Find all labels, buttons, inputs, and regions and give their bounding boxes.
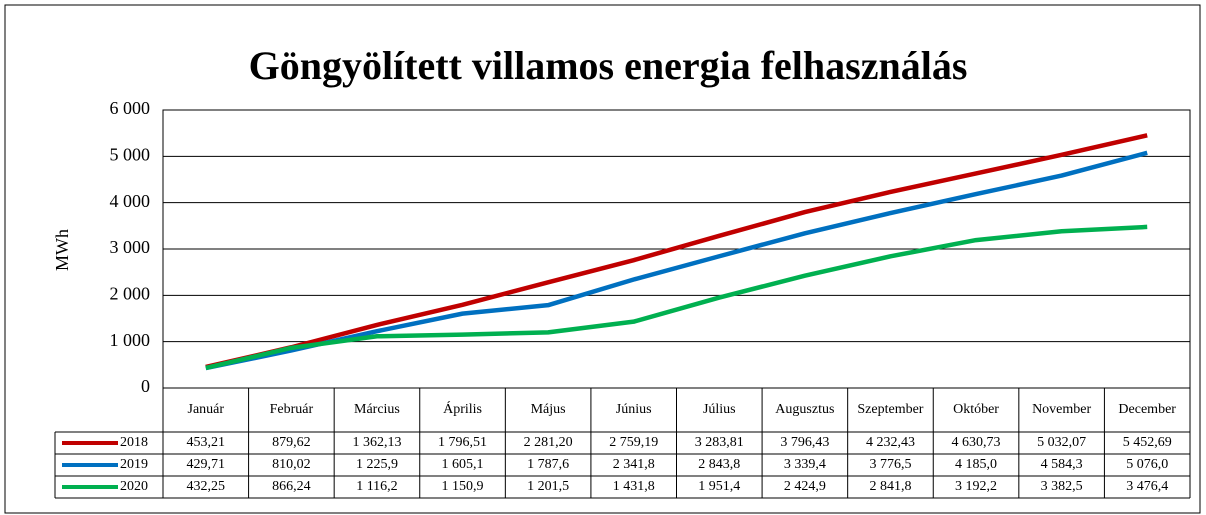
y-tick-label: 1 000: [110, 330, 151, 350]
y-tick-label: 6 000: [110, 98, 151, 118]
data-table-value: 3 192,2: [955, 479, 997, 494]
data-table-value: 1 150,9: [442, 479, 484, 494]
category-cell: Augusztus: [775, 402, 835, 417]
y-axis-label: MWh: [52, 229, 72, 271]
data-table-value: 1 787,6: [527, 457, 569, 472]
chart-title: Göngyölített villamos energia felhasznál…: [249, 43, 968, 88]
x-tick-label: Július: [702, 402, 736, 417]
y-tick-label: 2 000: [110, 283, 151, 303]
data-table-value: 5 032,07: [1037, 435, 1086, 450]
data-table-value: 4 584,3: [1041, 457, 1083, 472]
data-table-value: 3 776,5: [869, 457, 911, 472]
legend-label: 2019: [120, 457, 148, 472]
x-tick-label: Szeptember: [857, 402, 924, 417]
category-cell: Július: [702, 402, 736, 417]
y-tick-label: 0: [141, 376, 150, 396]
data-table-value: 3 796,43: [780, 435, 829, 450]
data-table-value: 1 951,4: [698, 479, 740, 494]
data-table-value: 1 225,9: [356, 457, 398, 472]
x-tick-label: Október: [953, 402, 999, 417]
x-tick-label: Augusztus: [775, 402, 835, 417]
series-line: [205, 133, 1148, 370]
legend-label: 2018: [120, 435, 148, 450]
data-table-value: 2 424,9: [784, 479, 826, 494]
data-table-value: 2 843,8: [698, 457, 740, 472]
data-table-value: 879,62: [272, 435, 311, 450]
category-cell: Április: [443, 402, 482, 417]
category-cell: December: [1118, 402, 1176, 417]
y-tick-label: 5 000: [110, 144, 151, 164]
category-cell: Október: [953, 402, 999, 417]
y-tick-label: 4 000: [110, 191, 151, 211]
x-tick-label: Május: [530, 402, 566, 417]
series-line: [205, 150, 1148, 371]
series-line: [205, 224, 1148, 371]
data-table-value: 2 281,20: [524, 435, 573, 450]
legend-label: 2020: [120, 479, 148, 494]
data-table-value: 5 076,0: [1126, 457, 1168, 472]
x-tick-label: Február: [269, 402, 314, 417]
x-tick-label: Április: [443, 402, 482, 417]
data-table-value: 5 452,69: [1123, 435, 1172, 450]
data-table-value: 3 382,5: [1041, 479, 1083, 494]
data-table-value: 432,25: [187, 479, 226, 494]
x-tick-label: Március: [354, 402, 400, 417]
data-table-value: 2 341,8: [613, 457, 655, 472]
data-table-value: 1 116,2: [356, 479, 397, 494]
data-table-value: 4 630,73: [952, 435, 1001, 450]
data-table-value: 1 201,5: [527, 479, 569, 494]
data-table-value: 3 476,4: [1126, 479, 1168, 494]
category-cell: Február: [269, 402, 314, 417]
category-cell: Március: [354, 402, 400, 417]
data-table-value: 1 796,51: [438, 435, 487, 450]
x-tick-label: Június: [615, 402, 652, 417]
data-table-value: 866,24: [272, 479, 311, 494]
data-table-value: 3 339,4: [784, 457, 826, 472]
data-table-value: 3 283,81: [695, 435, 744, 450]
y-tick-label: 3 000: [110, 237, 151, 257]
data-table-value: 2 841,8: [869, 479, 911, 494]
category-cell: Június: [615, 402, 652, 417]
x-tick-label: November: [1032, 402, 1092, 417]
data-table-value: 2 759,19: [609, 435, 658, 450]
category-cell: Január: [187, 402, 225, 417]
data-table-value: 4 232,43: [866, 435, 915, 450]
data-table-value: 453,21: [187, 435, 226, 450]
category-cell: Szeptember: [857, 402, 924, 417]
category-cell: Május: [530, 402, 566, 417]
category-cell: November: [1032, 402, 1092, 417]
data-table-value: 1 362,13: [352, 435, 401, 450]
data-table-value: 429,71: [187, 457, 226, 472]
data-table-value: 810,02: [272, 457, 311, 472]
x-tick-label: December: [1118, 402, 1176, 417]
x-tick-label: Január: [187, 402, 225, 417]
data-table-value: 1 605,1: [442, 457, 484, 472]
data-table-value: 4 185,0: [955, 457, 997, 472]
data-table-value: 1 431,8: [613, 479, 655, 494]
